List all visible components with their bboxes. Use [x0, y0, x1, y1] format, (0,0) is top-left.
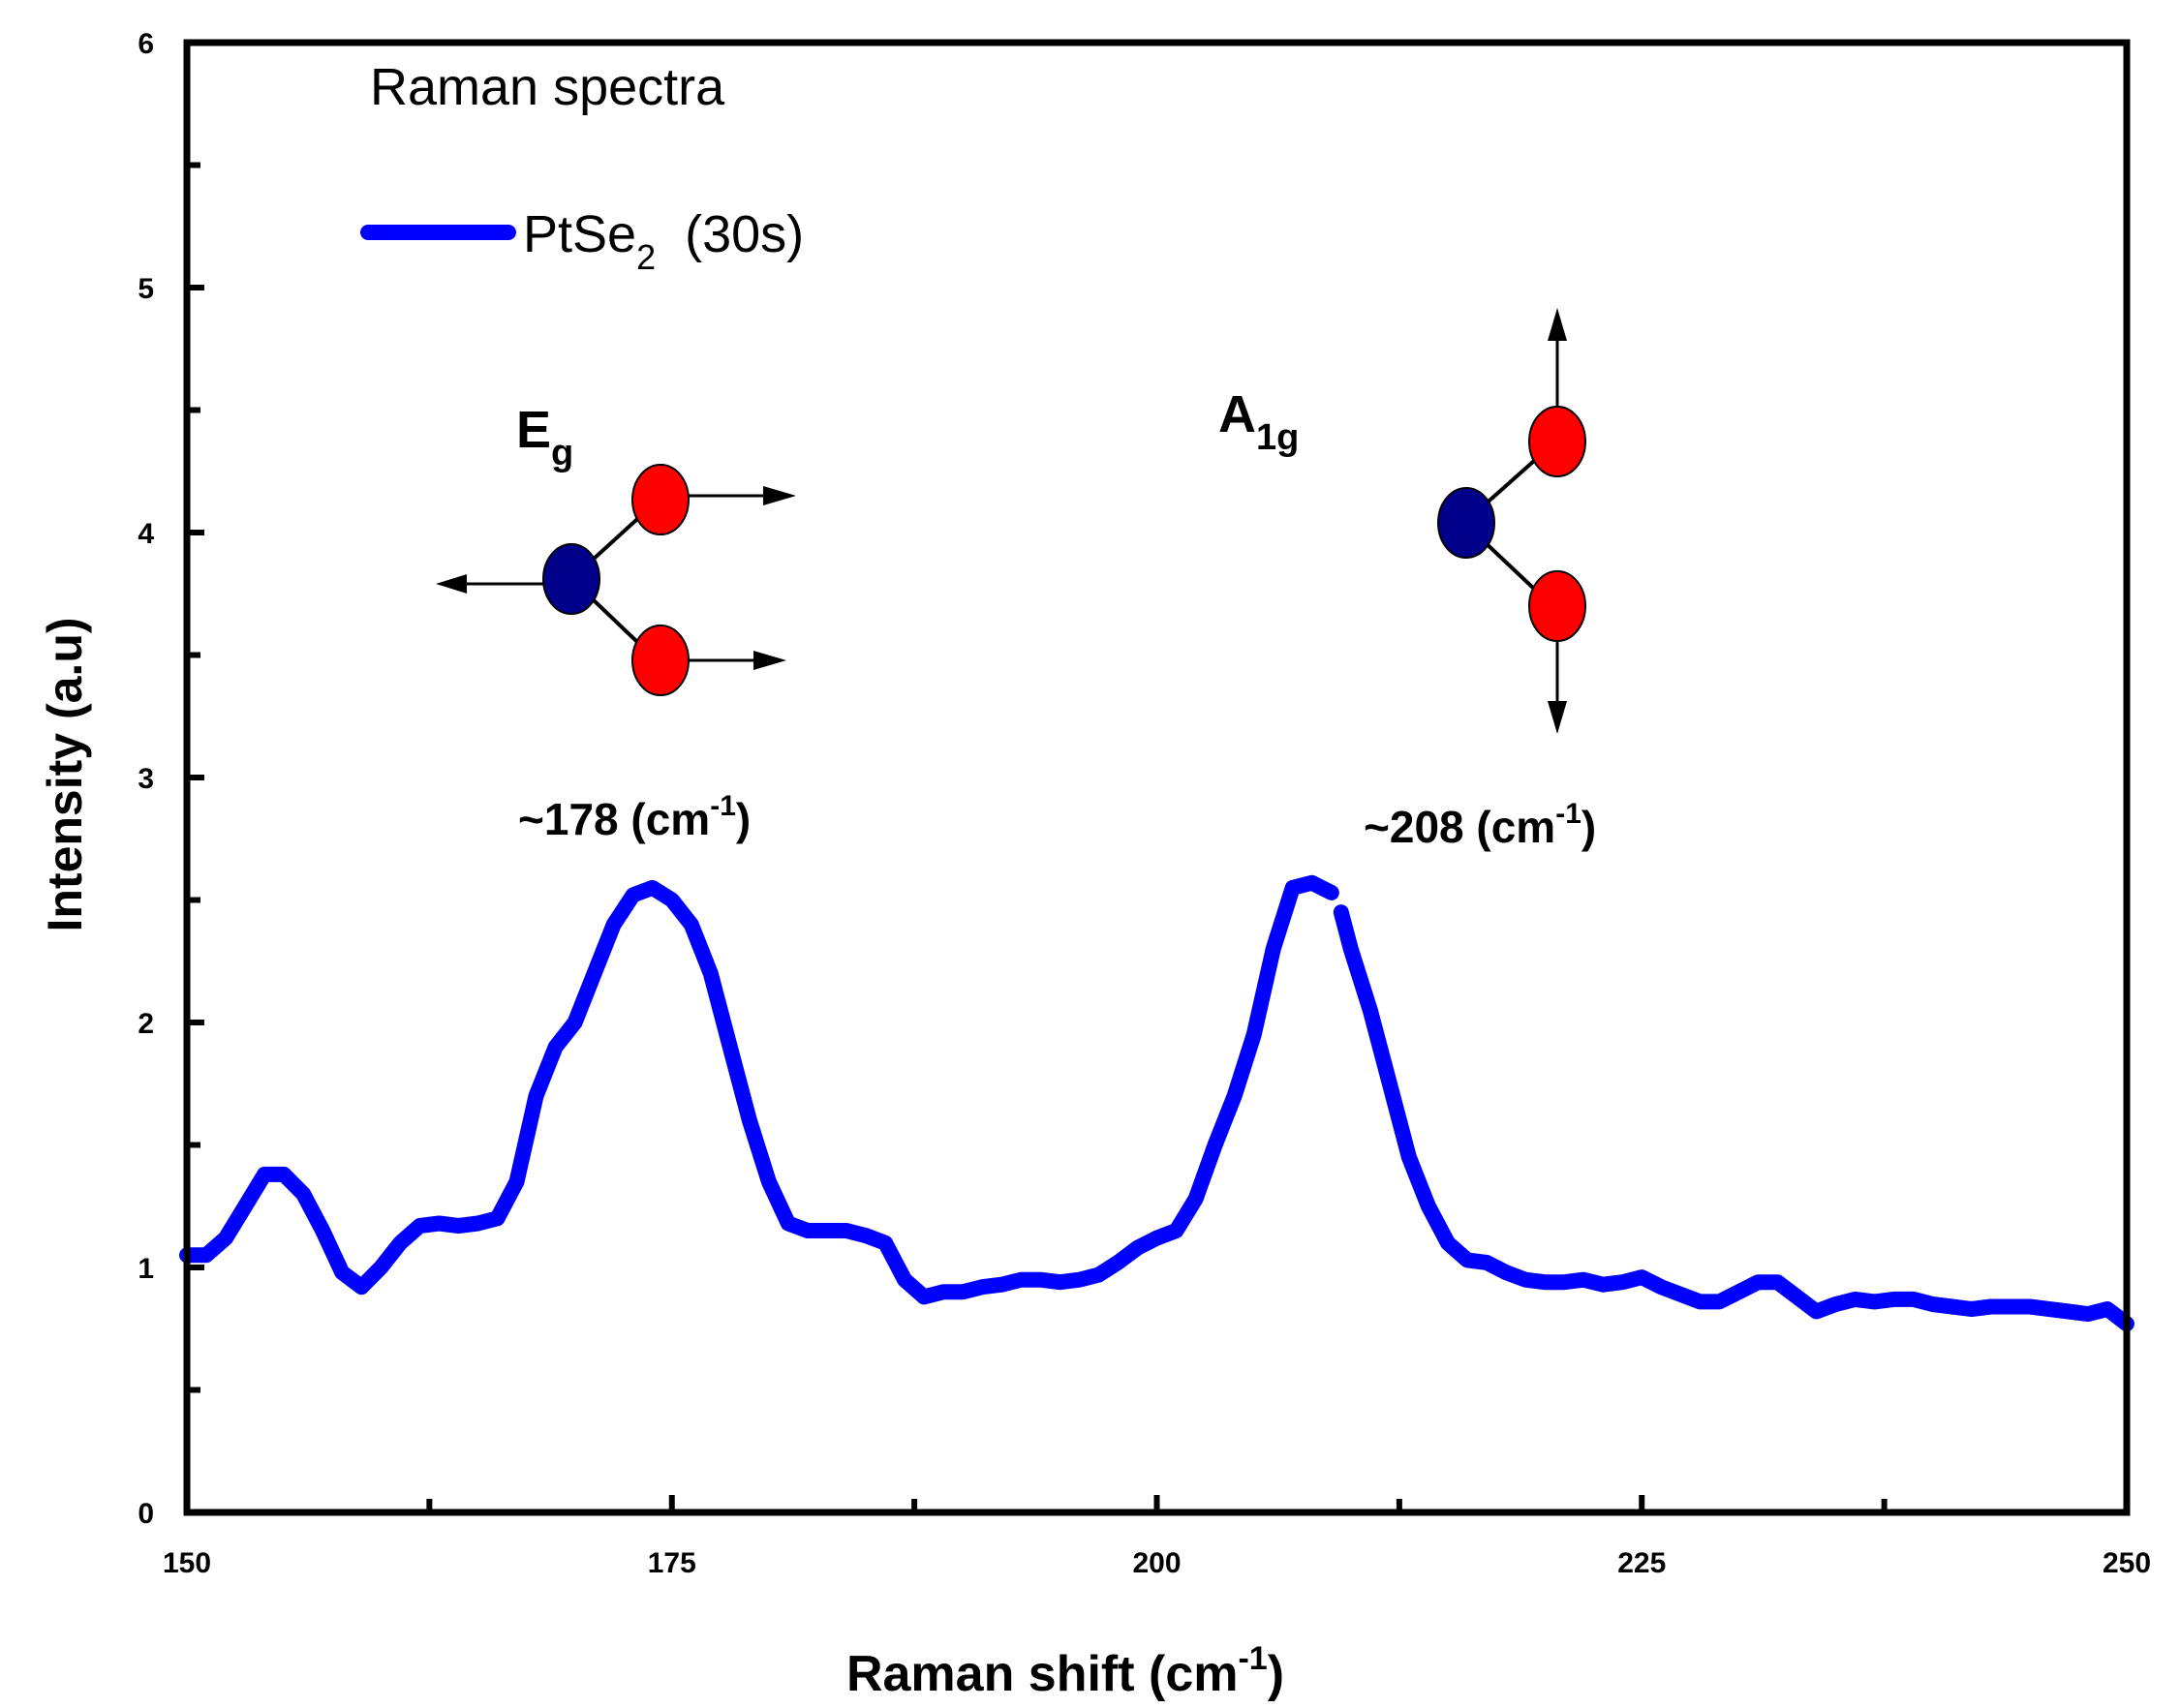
- y-tick-label: 0: [138, 1498, 154, 1530]
- series-line-segment-0: [179, 874, 1339, 1305]
- eg-arrow-top-head: [763, 486, 796, 505]
- eg-metal-atom: [542, 543, 600, 615]
- y-tick-label: 4: [138, 518, 154, 550]
- y-tick-label: 1: [138, 1253, 154, 1285]
- a1g-chalcogen-atom-bottom: [1528, 570, 1586, 642]
- peak2-label-sup: -1: [1555, 798, 1581, 830]
- x-axis-title-sup: -1: [1238, 1640, 1267, 1677]
- eg-label: Eg: [516, 401, 573, 473]
- legend-label-main: PtSe: [523, 205, 636, 263]
- a1g-mode-diagram: [1437, 308, 1586, 734]
- eg-label-main: E: [516, 401, 551, 459]
- a1g-label-main: A: [1218, 385, 1256, 443]
- peak1-label-sup: -1: [710, 790, 736, 822]
- x-axis-title-main: Raman shift (cm: [846, 1646, 1239, 1702]
- tick-marks: [184, 40, 2130, 1515]
- a1g-arrow-up-head: [1548, 308, 1567, 341]
- plot-frame: [183, 39, 2131, 1516]
- a1g-label-sub: 1g: [1256, 417, 1299, 458]
- x-tick-label: 150: [163, 1547, 211, 1579]
- peak1-label-close: ): [736, 794, 751, 844]
- a1g-metal-atom: [1437, 487, 1495, 559]
- y-tick-label: 5: [138, 273, 154, 305]
- x-tick-label: 200: [1132, 1547, 1181, 1579]
- y-axis-title: Intensity (a.u): [38, 617, 92, 931]
- eg-mode-diagram: [436, 464, 796, 696]
- x-tick-label: 175: [648, 1547, 696, 1579]
- series-line-segment-1: [1333, 904, 2134, 1332]
- legend: PtSe2 (30s): [360, 205, 804, 277]
- y-tick-label: 6: [138, 28, 154, 60]
- legend-label-tail: (30s): [685, 205, 804, 263]
- x-tick-label: 250: [2103, 1547, 2151, 1579]
- eg-chalcogen-atom-bottom: [631, 625, 690, 696]
- legend-label-sub: 2: [636, 237, 656, 277]
- y-tick-label: 2: [138, 1008, 154, 1040]
- peak2-label-close: ): [1581, 802, 1596, 852]
- peak1-label-main: ~178 (cm: [518, 794, 710, 844]
- y-tick-label: 3: [138, 763, 154, 795]
- tick-labels: 150 175 200 225 250 0 1 2 3 4 5 6: [138, 28, 2151, 1579]
- x-tick-label: 225: [1617, 1547, 1666, 1579]
- a1g-chalcogen-atom-top: [1528, 406, 1586, 477]
- series-layer: [179, 874, 2134, 1332]
- x-axis-title: Raman shift (cm-1): [846, 1640, 1284, 1702]
- legend-label: PtSe2 (30s): [523, 205, 804, 277]
- a1g-label: A1g: [1218, 385, 1299, 458]
- eg-label-sub: g: [551, 433, 573, 473]
- eg-chalcogen-atom-top: [631, 464, 690, 535]
- a1g-arrow-down-head: [1548, 701, 1567, 734]
- peak1-label: ~178 (cm-1): [518, 790, 751, 844]
- peak2-label: ~208 (cm-1): [1364, 798, 1596, 852]
- eg-arrow-bottom-head: [753, 651, 786, 670]
- peak2-label-main: ~208 (cm: [1364, 802, 1555, 852]
- chart-title: Raman spectra: [370, 58, 725, 116]
- eg-arrow-left-head: [436, 574, 467, 594]
- x-axis-title-close: ): [1268, 1646, 1284, 1702]
